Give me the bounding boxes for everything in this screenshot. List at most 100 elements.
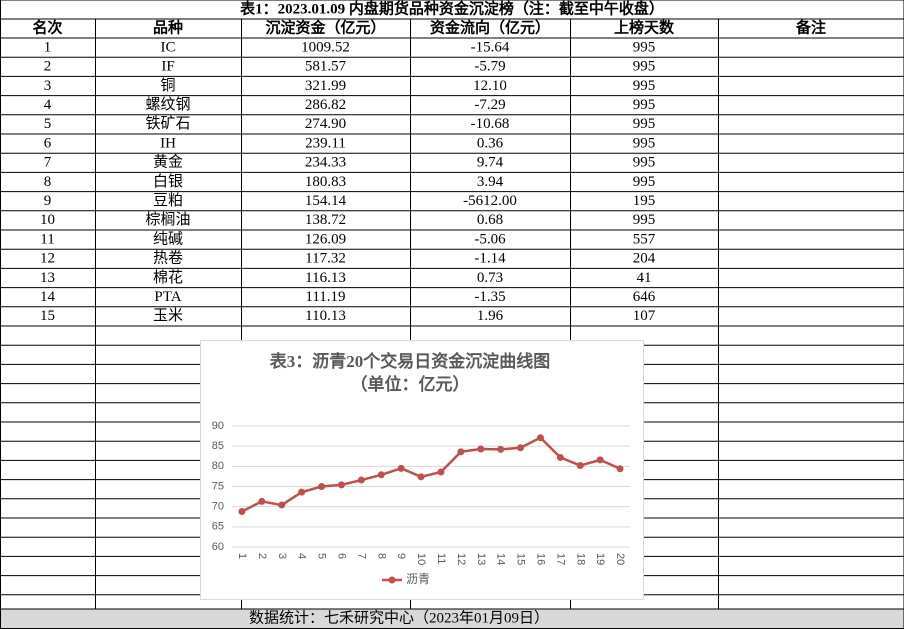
table-cell: 2 xyxy=(44,59,52,75)
table-cell: 1009.52 xyxy=(301,39,350,55)
table-title: 表1：2023.01.09 内盘期货品种资金沉淀榜（注：截至中午收盘） xyxy=(240,0,664,17)
table-cell: 5 xyxy=(44,116,52,132)
table-cell: 黄金 xyxy=(153,154,183,171)
table-cell: -7.29 xyxy=(474,97,505,113)
table-cell: 玉米 xyxy=(153,307,183,324)
point xyxy=(377,471,385,479)
table-cell: 铁矿石 xyxy=(145,115,190,132)
x-tick-label: 9 xyxy=(395,553,407,559)
table-cell: 9 xyxy=(44,193,52,209)
table-cell: 热卷 xyxy=(153,250,183,267)
table-cell: 239.11 xyxy=(305,135,346,151)
y-tick-label: 80 xyxy=(212,460,224,472)
table-cell: 白银 xyxy=(153,173,183,190)
table-cell: 3.94 xyxy=(477,174,504,190)
point xyxy=(357,476,365,484)
table-cell: 4 xyxy=(44,97,52,113)
x-tick-label: 8 xyxy=(375,553,387,559)
x-tick-label: 11 xyxy=(435,553,447,564)
header-cell: 资金流向（亿元） xyxy=(430,18,550,36)
table-cell: 138.72 xyxy=(305,212,346,228)
table-cell: -5612.00 xyxy=(463,193,517,209)
table-cell: IF xyxy=(161,59,174,75)
x-tick-label: 5 xyxy=(316,553,328,559)
table-cell: 995 xyxy=(633,116,656,132)
table-cell: 107 xyxy=(633,308,656,324)
table-cell: 646 xyxy=(633,289,656,305)
table-cell: 195 xyxy=(633,193,656,209)
table-cell: 8 xyxy=(44,174,52,190)
table-cell: 棉花 xyxy=(153,269,183,286)
point xyxy=(278,501,286,509)
point xyxy=(556,453,564,461)
y-tick-label: 60 xyxy=(212,541,224,553)
table-cell: 995 xyxy=(633,78,656,94)
x-tick-label: 20 xyxy=(614,553,626,565)
point xyxy=(417,473,425,481)
table-cell: 41 xyxy=(637,270,652,286)
table-cell: 234.33 xyxy=(305,155,346,171)
y-tick-label: 90 xyxy=(212,420,224,432)
point xyxy=(318,483,326,490)
table-cell: 15 xyxy=(40,308,55,324)
point xyxy=(298,488,306,496)
header-cell: 品种 xyxy=(153,18,183,36)
x-tick-label: 6 xyxy=(336,553,348,559)
x-tick-label: 15 xyxy=(515,553,527,565)
point xyxy=(596,456,604,464)
x-tick-label: 3 xyxy=(276,553,288,559)
table-cell: 117.32 xyxy=(305,251,346,267)
table-cell: 螺纹钢 xyxy=(145,96,190,113)
chart-title: 表3：沥青20个交易日资金沉淀曲线图 xyxy=(270,351,551,371)
table-cell: 180.83 xyxy=(305,174,346,190)
table-cell: 0.73 xyxy=(477,270,503,286)
table-cell: PTA xyxy=(154,289,181,305)
point xyxy=(576,462,584,470)
table-cell: 铜 xyxy=(160,77,175,94)
table-cell: 12 xyxy=(40,251,55,267)
point xyxy=(616,465,624,473)
table-cell: -5.79 xyxy=(474,59,505,75)
header-cell: 名次 xyxy=(32,18,62,36)
x-tick-label: 16 xyxy=(535,553,547,565)
point xyxy=(457,448,465,456)
point xyxy=(497,445,505,453)
table-cell: 7 xyxy=(44,155,52,171)
table-cell: 6 xyxy=(44,135,52,151)
table-cell: 126.09 xyxy=(305,231,346,247)
table-cell: 豆粕 xyxy=(153,192,183,209)
table-cell: 14 xyxy=(40,289,56,305)
point xyxy=(238,508,246,516)
point xyxy=(477,445,485,453)
header-cell: 上榜天数 xyxy=(614,18,675,36)
table-cell: 110.13 xyxy=(305,308,346,324)
y-tick-label: 65 xyxy=(212,521,224,533)
table-cell: -1.35 xyxy=(474,289,505,305)
x-tick-label: 7 xyxy=(355,553,367,559)
header-cell: 备注 xyxy=(795,18,826,36)
table-cell: 995 xyxy=(633,174,656,190)
point xyxy=(536,434,544,442)
table-cell: 995 xyxy=(633,212,656,228)
table-cell: 棕榈油 xyxy=(145,211,190,228)
table-cell: 12.10 xyxy=(473,78,507,94)
table-cell: 111.19 xyxy=(305,289,345,305)
table-cell: 995 xyxy=(633,155,656,171)
table-cell: 116.13 xyxy=(305,270,346,286)
table-cell: 13 xyxy=(40,270,55,286)
table-cell: 995 xyxy=(633,135,656,151)
table-cell: -10.68 xyxy=(471,116,510,132)
table-cell: -15.64 xyxy=(471,39,510,55)
table-cell: 10 xyxy=(40,212,55,228)
x-tick-label: 1 xyxy=(236,553,248,559)
table-cell: 995 xyxy=(633,59,656,75)
y-tick-label: 85 xyxy=(212,440,224,452)
table-cell: 154.14 xyxy=(305,193,347,209)
header-cell: 沉淀资金（亿元） xyxy=(265,18,385,36)
table-cell: IC xyxy=(161,39,176,55)
table-cell: 581.57 xyxy=(305,59,347,75)
table-cell: 995 xyxy=(633,39,656,55)
table-cell: 0.68 xyxy=(477,212,503,228)
chart-subtitle: （单位：亿元） xyxy=(351,374,470,394)
x-tick-label: 17 xyxy=(554,553,566,565)
